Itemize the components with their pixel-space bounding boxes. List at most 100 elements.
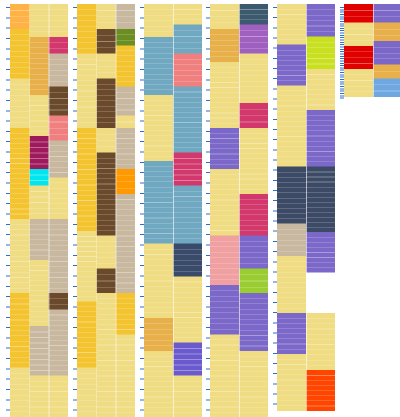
column-2-sub-0-cell-5-divider-3: [144, 334, 173, 335]
column-1-sub-separator-2: [115, 4, 117, 417]
column-0-sub-0-cell-2-divider-8: [10, 122, 30, 123]
column-4-sub-0-cell-0-divider-2: [277, 14, 306, 15]
column-3-tick-12: [206, 130, 210, 132]
column-0-sub-0-cell-0-divider-3: [10, 22, 30, 24]
column-4-sub-1-cell-4-divider-12: [306, 226, 335, 228]
column-1-tick-36: [73, 378, 77, 380]
column-2-sub-1-cell-9-divider-5: [173, 401, 202, 403]
column-3-sub-1-cell-5-divider-6: [239, 224, 268, 226]
column-0-sub-1-cell-1-divider-10: [29, 89, 49, 91]
column-4-sub-0-cell-3-divider-8: [277, 208, 306, 209]
column-2-sub-1-cell-1: [173, 24, 202, 54]
column-4-sub-0-cell-6-divider-3: [277, 328, 306, 330]
column-3-sub-1-cell-9-divider-6: [239, 381, 268, 383]
column-0-sub-1-cell-2-divider-6: [29, 125, 49, 127]
column-1-sub-2-cell-9-divider-2: [115, 344, 135, 346]
column-3-sub-1-cell-2-divider-4: [239, 75, 268, 77]
column-2-sub-0-cell-4-divider-12: [144, 307, 173, 308]
column-2-sub-0-cell-6-divider-12: [144, 411, 173, 413]
column-4-sub-0-cell-1-divider-2: [277, 54, 306, 56]
column-2-sub-0-cell-1-divider-3: [144, 52, 173, 54]
column-2-sub-1-cell-6-divider-5: [173, 271, 202, 272]
column-1-sub-2-cell-4-divider-1: [115, 121, 135, 123]
column-1-sub-0-cell-5-divider-1: [77, 372, 97, 374]
column-2-sub-1-cell-5: [173, 185, 202, 244]
column-0-sub-2-cell-4-divider-3: [48, 134, 68, 135]
column-3-sub-1-cell-5-divider-4: [239, 214, 268, 216]
column-1-tick-20: [73, 213, 77, 215]
column-4-sub-1-cell-6-divider-3: [306, 287, 335, 289]
column-0-sub-2-cell-6-divider-6: [48, 208, 68, 210]
column-2-tick-3: [140, 37, 144, 39]
column-0-sub-0-cell-2-divider-3: [10, 94, 30, 96]
column-2-sub-1-cell-1-divider-2: [173, 36, 202, 37]
column-1-sub-2-cell-7-divider-5: [115, 220, 135, 221]
column-2-sub-1-cell-7-divider-1: [173, 281, 202, 283]
column-0-sub-1-cell-0-divider-4: [29, 26, 49, 27]
column-2-tick-18: [140, 192, 144, 194]
column-5-tick-29: [340, 74, 344, 76]
column-2-sub-0-cell-4-divider-4: [144, 264, 173, 266]
column-0-sub-0-cell-3-divider-15: [10, 203, 30, 205]
column-5-sub-0-cell-1-divider-1: [344, 28, 373, 29]
column-1-sub-0-cell-5-divider-7: [77, 405, 97, 407]
column-1-sub-2-cell-5-divider-4: [115, 148, 135, 150]
column-1-sub-0-cell-1-divider-7: [77, 90, 97, 92]
column-1-sub-2-cell-0-divider-2: [115, 16, 135, 17]
column-5-sub-1-cell-1-divider-1: [373, 28, 400, 30]
column-2-sub-1-cell-3-divider-1: [173, 91, 202, 93]
column-1-sub-0-cell-4-divider-9: [77, 347, 97, 348]
column-0-sub-2-cell-6-divider-4: [48, 198, 68, 199]
column-1-sub-2-cell-8-divider-5: [115, 318, 135, 320]
column-0-tick-11: [6, 120, 10, 122]
column-5-tick-15: [340, 41, 344, 43]
column-2-sub-0-cell-1-divider-9: [144, 84, 173, 85]
column-3-sub-1-cell-8-divider-1: [239, 298, 268, 299]
column-4-sub-1-cell-5-divider-7: [306, 267, 335, 269]
column-0-sub-0-cell-5-divider-2: [10, 303, 30, 305]
column-0-sub-1-cell-2-divider-2: [29, 105, 49, 106]
column-3-sub-0-cell-6-divider-6: [210, 317, 239, 319]
column-1-sub-0-cell-0-divider-1: [77, 9, 97, 11]
column-0-sub-1-cell-5-divider-4: [29, 207, 49, 209]
column-3-sub-0-cell-6-divider-4: [210, 306, 239, 308]
column-1-sub-0-cell-0-divider-2: [77, 15, 97, 16]
column-4-tick-14: [273, 149, 277, 151]
column-1-sub-2-cell-7-divider-1: [115, 199, 135, 200]
column-4-sub-0-cell-6-divider-6: [277, 343, 306, 345]
column-0-sub-2-cell-6-divider-5: [48, 203, 68, 204]
column-1-sub-0-cell-1-divider-2: [77, 64, 97, 65]
column-3-tick-0: [206, 7, 210, 8]
column-0-sub-0-cell-1-divider-4: [10, 50, 30, 52]
column-3-sub-0-cell-3: [210, 127, 239, 170]
column-1-sub-2-cell-8-divider-3: [115, 308, 135, 310]
column-3-sub-0-cell-2-divider-3: [210, 77, 239, 78]
column-2-sub-1-cell-5-divider-4: [173, 206, 202, 208]
column-2-sub-1-cell-9-divider-4: [173, 396, 202, 397]
column-3-sub-1-cell-7-divider-3: [239, 286, 268, 288]
column-0-sub-1-cell-0: [29, 4, 49, 38]
column-2-sub-1-cell-8-divider-3: [173, 359, 202, 360]
column-0-sub-0-cell-3-divider-9: [10, 173, 30, 174]
column-0-tick-26: [6, 275, 10, 277]
column-4-tick-15: [273, 159, 277, 161]
column-1-sub-0-cell-4-divider-10: [77, 352, 97, 353]
column-3-sub-1-cell-9-divider-7: [239, 386, 268, 388]
column-2-sub-0-cell-3-divider-7: [144, 197, 173, 198]
column-1-sub-0-cell-2-divider-16: [77, 210, 97, 212]
column-0-sub-2-cell-5-divider-4: [48, 161, 68, 163]
column-3-sub-0-cell-1-divider-2: [210, 39, 239, 41]
column-4-tick-0: [273, 7, 277, 8]
column-3-sub-0-cell-7-divider-2: [210, 344, 239, 346]
column-3-sub-1-cell-9-divider-3: [239, 366, 268, 367]
column-4-sub-0-cell-7-divider-10: [277, 405, 306, 407]
column-1-sub-2-cell-2-divider-7: [115, 81, 135, 83]
column-1-sub-1-cell-8: [96, 293, 116, 417]
column-3-sub-1-cell-8-divider-3: [239, 308, 268, 310]
column-5-tick-31: [340, 79, 344, 81]
column-1-tick-31: [73, 327, 77, 329]
column-4-sub-1-cell-3-divider-2: [306, 120, 335, 121]
column-3-sub-1-cell-8-divider-5: [239, 319, 268, 320]
column-3-sub-0-cell-5-divider-7: [210, 273, 239, 275]
